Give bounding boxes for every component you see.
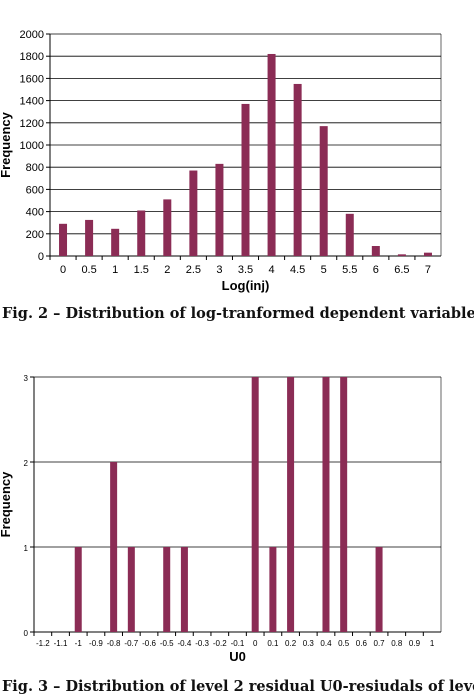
chart1-y-tick-label: 1400 xyxy=(20,96,44,108)
chart1-bar-7 xyxy=(423,252,432,256)
chart2-x-tick-label: 0.5 xyxy=(338,639,350,648)
chart1-bar-3.5 xyxy=(241,103,250,257)
chart2-x-tick-label: 0.4 xyxy=(320,639,332,648)
chart2-y-tick-label: 3 xyxy=(24,374,29,383)
chart1-x-tick-label: 3.5 xyxy=(238,264,253,276)
chart2-bar--0.4 xyxy=(180,547,188,632)
chart2-x-tick-label: -0.2 xyxy=(213,639,227,648)
chart2-bar--0.8 xyxy=(110,462,118,632)
chart2-x-tick-label: -0.3 xyxy=(195,639,209,648)
chart2-x-tick-label: 0.9 xyxy=(409,639,421,648)
chart1-x-tick-label: 7 xyxy=(425,264,431,276)
chart2-bar-0 xyxy=(251,377,259,632)
chart1-x-tick-label: 1 xyxy=(112,264,118,276)
chart2-bar--1 xyxy=(74,547,82,632)
chart1-x-tick-label: 1.5 xyxy=(134,264,149,276)
chart1-y-axis-title: Frequency xyxy=(0,111,13,178)
chart1-y-tick-label: 2000 xyxy=(20,29,44,41)
chart2-y-tick-label: 2 xyxy=(24,459,29,468)
chart2-y-axis-title: Frequency xyxy=(0,471,13,538)
log-inj-histogram: 0 200 400 600 800 1000 1200 1400 1600 1800 2000 0 0.… xyxy=(0,29,442,293)
chart2-bar-0.5 xyxy=(340,377,348,632)
chart1-bar-6 xyxy=(371,246,380,256)
chart1-y-tick-label: 400 xyxy=(26,207,44,219)
chart1-bar-5.5 xyxy=(345,213,354,256)
chart1-x-tick-label: 4 xyxy=(269,264,275,276)
chart2-y-tick-label: 0 xyxy=(24,629,29,638)
chart2-x-tick-label: -1 xyxy=(75,639,83,648)
chart2-x-tick-label: 0 xyxy=(253,639,258,648)
chart2-bar-0.2 xyxy=(287,377,295,632)
chart2-bar-0.1 xyxy=(269,547,277,632)
chart1-x-axis-title: Log(inj) xyxy=(222,278,270,293)
chart2-y-tick-label: 1 xyxy=(24,544,29,553)
chart1-x-tick-label: 6 xyxy=(373,264,379,276)
chart2-bar-0.4 xyxy=(322,377,330,632)
chart2-x-tick-label: 0.1 xyxy=(267,639,279,648)
chart2-x-tick-label: 0.3 xyxy=(303,639,315,648)
chart1-y-tick-label: 1600 xyxy=(20,73,44,85)
chart1-bar-4 xyxy=(267,53,276,257)
chart2-x-tick-label: 0.8 xyxy=(391,639,403,648)
figure-3-caption: Fig. 3 – Distribution of level 2 residua… xyxy=(2,678,474,695)
chart1-x-tick-label: 2 xyxy=(164,264,170,276)
chart2-x-axis-title: U0 xyxy=(229,649,246,664)
chart2-x-tick-label: -0.8 xyxy=(107,639,121,648)
chart1-y-tick-label: 1800 xyxy=(20,51,44,63)
chart2-x-tick-label: 0.6 xyxy=(356,639,368,648)
chart2-x-tick-label: -0.9 xyxy=(89,639,103,648)
chart2-x-tick-label: 0.7 xyxy=(374,639,386,648)
chart1-x-tick-label: 0 xyxy=(60,264,66,276)
chart2-x-tick-label: -0.5 xyxy=(160,639,174,648)
chart1-bar-2.5 xyxy=(189,170,198,256)
chart1-bar-4.5 xyxy=(293,83,302,256)
chart2-x-tick-label: -0.1 xyxy=(231,639,245,648)
chart1-x-tick-label: 2.5 xyxy=(186,264,201,276)
chart1-bar-2 xyxy=(163,199,172,256)
chart1-y-tick-label: 800 xyxy=(26,162,44,174)
chart1-y-tick-label: 0 xyxy=(38,251,44,263)
chart1-x-tick-label: 4.5 xyxy=(290,264,305,276)
chart1-y-tick-label: 200 xyxy=(26,229,44,241)
chart1-bar-1.5 xyxy=(137,210,146,256)
chart2-x-tick-label: -1.1 xyxy=(54,639,68,648)
chart1-x-tick-label: 5 xyxy=(321,264,327,276)
chart2-bar-0.7 xyxy=(375,547,383,632)
chart1-x-tick-label: 3 xyxy=(216,264,222,276)
chart1-x-tick-label: 6.5 xyxy=(394,264,409,276)
chart2-x-tick-label: -1.2 xyxy=(36,639,50,648)
chart1-x-tick-label: 0.5 xyxy=(81,264,96,276)
chart2-x-tick-label: -0.6 xyxy=(142,639,156,648)
chart2-x-tick-label: 1 xyxy=(430,639,435,648)
chart1-bar-6.5 xyxy=(397,254,406,256)
chart1-bar-0 xyxy=(59,223,68,256)
chart1-y-tick-label: 1200 xyxy=(20,118,44,130)
chart2-bar--0.5 xyxy=(163,547,171,632)
chart2-x-tick-label: -0.4 xyxy=(178,639,192,648)
chart2-bar--0.7 xyxy=(127,547,135,632)
chart1-bar-5 xyxy=(319,126,328,256)
chart1-x-tick-label: 5.5 xyxy=(342,264,357,276)
chart1-y-tick-label: 1000 xyxy=(20,140,44,152)
chart2-x-tick-label: 0.2 xyxy=(285,639,297,648)
chart1-bar-1 xyxy=(111,228,120,256)
chart1-bar-0.5 xyxy=(85,219,94,256)
chart2-x-tick-label: -0.7 xyxy=(124,639,138,648)
chart1-y-tick-label: 600 xyxy=(26,184,44,196)
chart1-bar-3 xyxy=(215,163,224,256)
figure-2-caption: Fig. 2 – Distribution of log-tranformed … xyxy=(2,305,474,322)
